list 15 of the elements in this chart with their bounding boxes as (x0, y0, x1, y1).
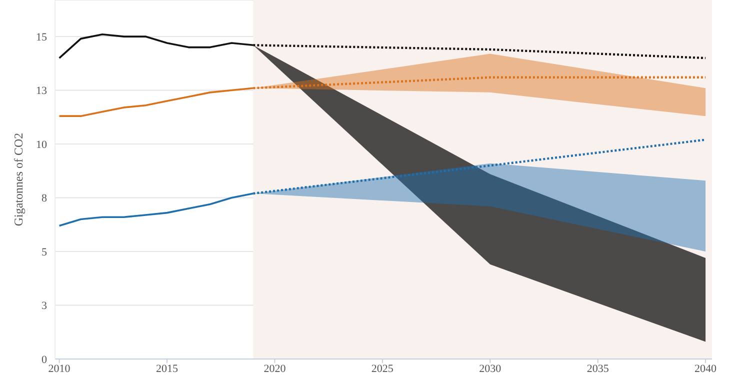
y-tick-label: 15 (36, 31, 48, 44)
x-tick-label: 2010 (48, 362, 71, 375)
y-tick-label: 8 (42, 192, 48, 205)
y-tick-label: 10 (36, 138, 48, 151)
x-tick-label: 2025 (371, 362, 394, 375)
x-tick-label: 2015 (156, 362, 179, 375)
x-tick-label: 2035 (586, 362, 610, 375)
x-tick-label: 2020 (264, 362, 286, 375)
x-tick-label: 2040 (694, 362, 718, 375)
x-tick-label: 2030 (479, 362, 502, 375)
y-tick-label: 5 (42, 246, 48, 258)
y-tick-label: 13 (36, 85, 48, 98)
y-axis-title: Gigatonnes of CO2 (11, 132, 26, 226)
y-tick-label: 0 (42, 354, 48, 366)
y-tick-label: 3 (42, 300, 48, 312)
